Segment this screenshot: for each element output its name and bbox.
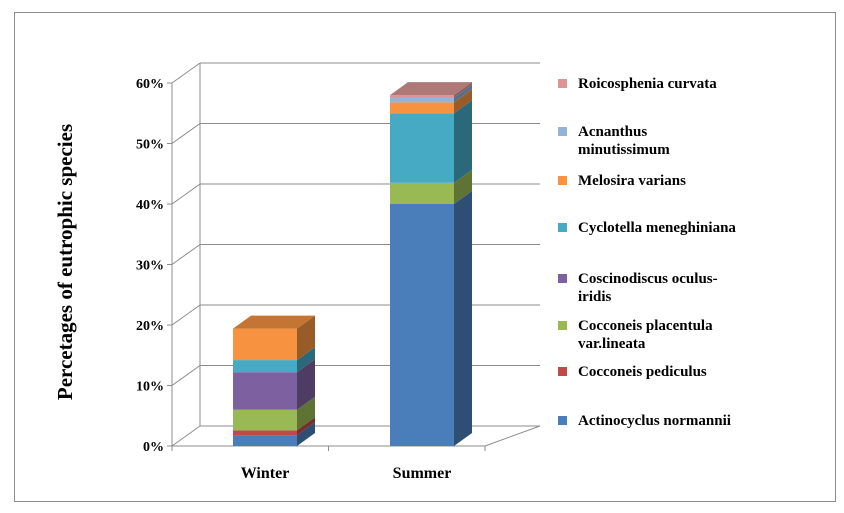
legend-swatch	[558, 223, 567, 232]
legend-swatch	[558, 416, 567, 425]
legend-label: Cocconeis placentula	[578, 318, 713, 334]
legend-item: Actinocyclus normannii	[558, 413, 731, 429]
legend-item: Roicosphenia curvata	[558, 76, 717, 92]
bar-segment-side	[297, 396, 315, 431]
y-tick-label: 40%	[136, 198, 164, 213]
legend-item: Coscinodiscus oculus-iridis	[558, 271, 718, 305]
legend-item: Cocconeis pediculus	[558, 364, 707, 380]
legend-label: Actinocyclus normannii	[578, 413, 731, 429]
bar-segment	[390, 182, 454, 204]
bar-segment	[390, 97, 454, 103]
legend-label: Roicosphenia curvata	[578, 76, 717, 92]
legend-label: var.lineata	[578, 336, 646, 352]
bar-segment	[233, 372, 297, 410]
y-tick-label: 60%	[136, 77, 164, 92]
bar-top	[390, 82, 472, 96]
legend-label: iridis	[578, 289, 612, 305]
y-tick-label: 20%	[136, 319, 164, 334]
bar-segment	[390, 204, 454, 446]
y-tick-label: 50%	[136, 138, 164, 153]
gridline-side	[171, 425, 201, 447]
y-tick-labels: 0% 10% 20% 30% 40% 50% 60%	[136, 77, 164, 455]
gridlines	[167, 62, 540, 447]
gridline-side	[171, 304, 201, 326]
x-category-label: Winter	[241, 465, 290, 482]
gridline-side	[171, 183, 201, 205]
bar-segment-side	[454, 84, 472, 103]
legend-swatch	[558, 321, 567, 330]
floor-right-edge	[484, 425, 541, 447]
legend-item: Melosira varians	[558, 173, 686, 189]
x-category-label: Summer	[393, 465, 452, 482]
bar-segment-side	[454, 169, 472, 204]
legend-label: Coscinodiscus oculus-	[578, 271, 718, 287]
legend-item: Acnanthus minutissimum	[558, 124, 670, 158]
bar-segment-side	[297, 315, 315, 361]
bar-segment-side	[454, 89, 472, 114]
legend-swatch	[558, 176, 567, 185]
bar-top	[233, 315, 315, 329]
legend-label: Melosira varians	[578, 173, 686, 189]
gridline-side	[171, 62, 201, 84]
bar-segment	[233, 409, 297, 431]
legend-item: Cyclotella meneghiniana	[558, 220, 736, 236]
x-category-labels: Winter Summer	[241, 465, 452, 482]
legend-swatch	[558, 127, 567, 136]
gridline-side	[171, 244, 201, 265]
gridline-side	[171, 123, 201, 144]
chart-walls	[171, 63, 541, 451]
bar-segment-side	[297, 347, 315, 373]
bar-segment	[233, 435, 297, 446]
bar-segment	[233, 430, 297, 436]
bar-segment	[390, 113, 454, 183]
bar-segment-side	[297, 422, 315, 446]
legend-swatch	[558, 79, 567, 88]
bar-segment-side	[297, 359, 315, 410]
legend-label: minutissimum	[578, 142, 670, 158]
legend-item: Cocconeis placentula var.lineata	[558, 318, 713, 352]
legend-label: Cocconeis pediculus	[578, 364, 707, 380]
y-axis-label: Percetages of eutrophic species	[53, 124, 77, 400]
bar-stack-winter	[233, 315, 315, 446]
legend-label: Acnanthus	[578, 124, 647, 140]
y-tick-label: 0%	[143, 440, 164, 455]
bar-segment-side	[297, 417, 315, 436]
bar-segment	[233, 360, 297, 373]
bar-segment-side	[454, 191, 472, 446]
legend-label: Cyclotella meneghiniana	[578, 220, 736, 236]
bar-stack-summer	[390, 82, 472, 446]
bar-segment	[390, 95, 454, 98]
bars	[233, 82, 472, 446]
legend-swatch	[558, 274, 567, 283]
y-tick-label: 30%	[136, 259, 164, 274]
bar-segment-side	[454, 100, 472, 183]
bar-segment-side	[454, 82, 472, 98]
legend: Roicosphenia curvata Acnanthus minutissimu…	[558, 76, 736, 429]
y-tick-label: 10%	[136, 380, 164, 395]
gridline-side	[171, 365, 201, 386]
bar-segment	[390, 102, 454, 114]
bar-segment	[233, 328, 297, 361]
legend-swatch	[558, 367, 567, 376]
